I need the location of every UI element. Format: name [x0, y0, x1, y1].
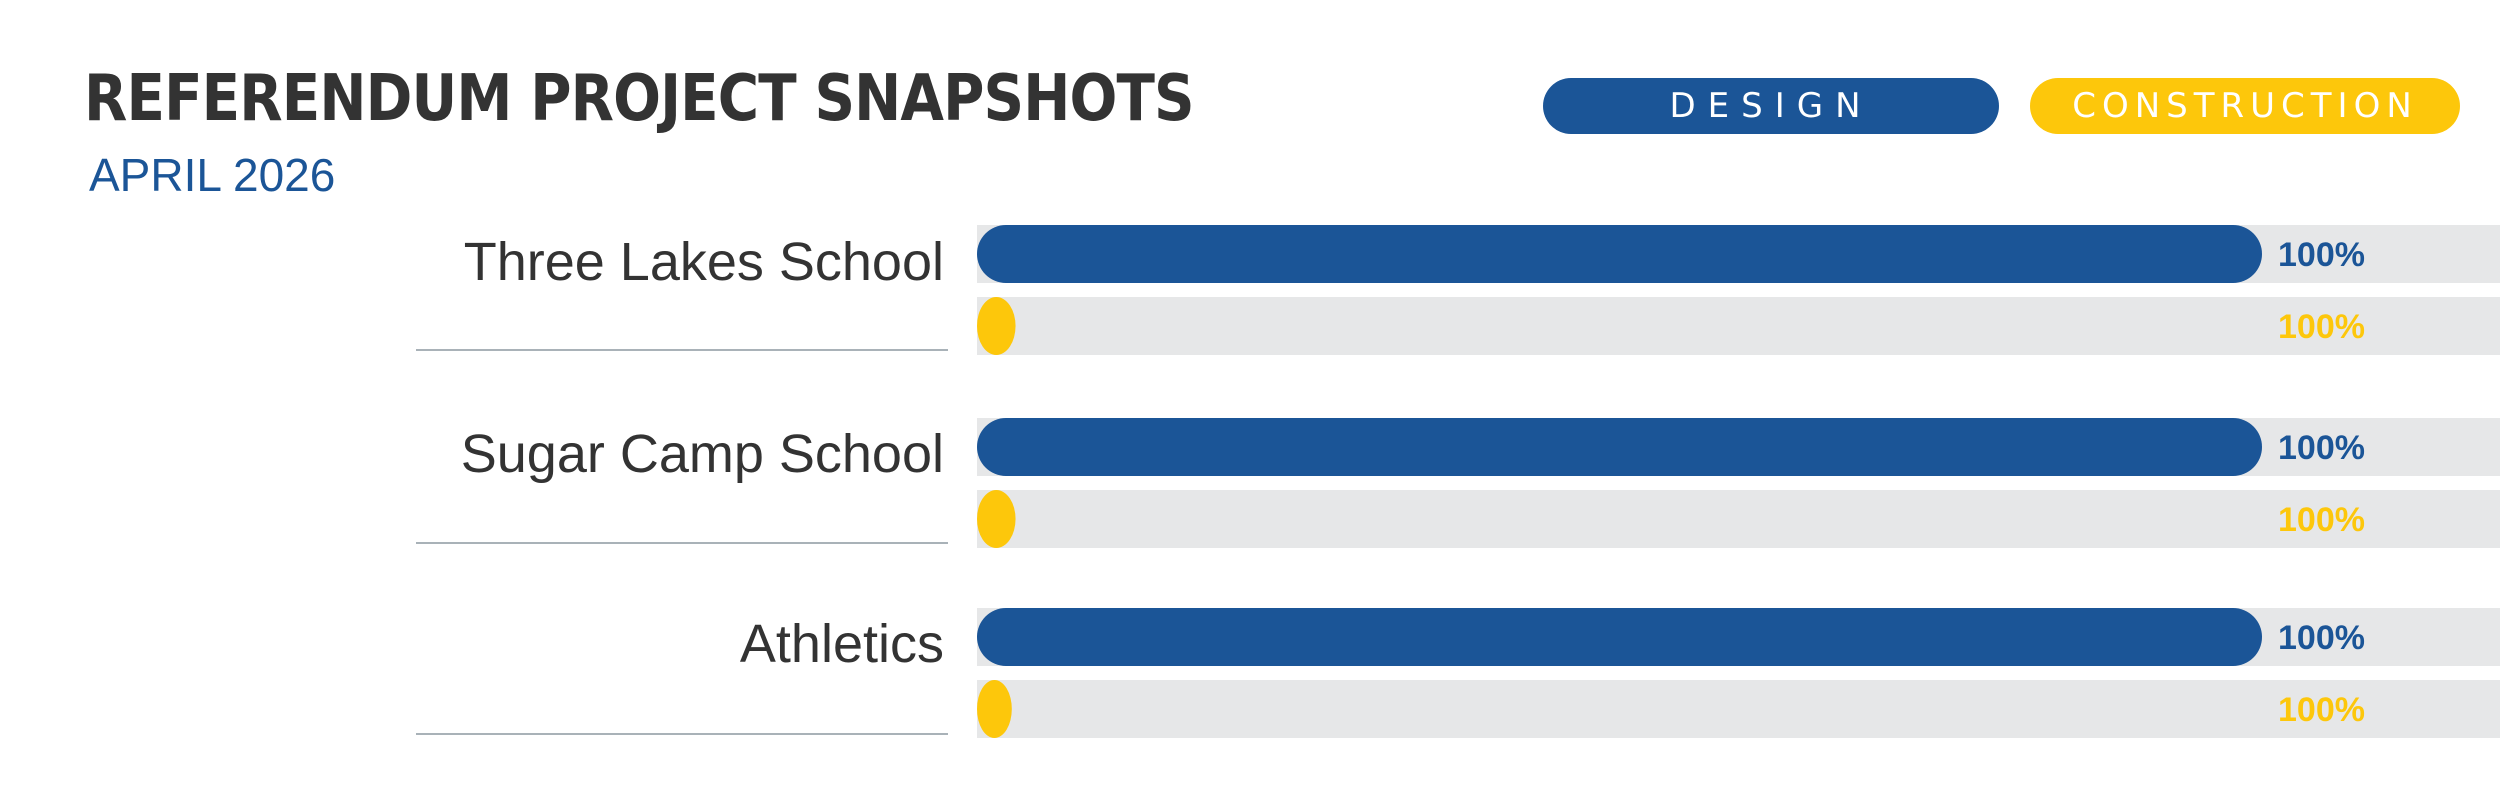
value-label-three-lakes-school-design: 100% [2278, 236, 2365, 274]
page-title: REFERENDUM PROJECT SNAPSHOTS [84, 62, 1195, 136]
bar-three-lakes-school-design [977, 225, 2262, 283]
bar-sugar-camp-school-construction [977, 490, 1016, 548]
value-label-three-lakes-school-construction: 100% [2278, 308, 2365, 346]
legend-design-pill: DESIGN [1543, 78, 1999, 134]
legend-design-label: DESIGN [1669, 86, 1873, 126]
value-label-athletics-construction: 100% [2278, 691, 2365, 729]
bar-sugar-camp-school-design [977, 418, 2262, 476]
value-label-athletics-design: 100% [2278, 619, 2365, 657]
bar-athletics-construction [977, 680, 1012, 738]
divider-athletics [416, 733, 948, 735]
bar-athletics-design [977, 608, 2262, 666]
divider-sugar-camp-school [416, 542, 948, 544]
bar-three-lakes-school-construction [977, 297, 1016, 355]
value-label-sugar-camp-school-construction: 100% [2278, 501, 2365, 539]
track-athletics-construction [977, 680, 2500, 738]
page-subtitle: APRIL 2026 [89, 149, 336, 201]
track-three-lakes-school-construction [977, 297, 2500, 355]
value-label-sugar-camp-school-design: 100% [2278, 429, 2365, 467]
project-label-sugar-camp-school: Sugar Camp School [460, 424, 944, 484]
project-label-three-lakes-school: Three Lakes School [463, 232, 944, 292]
project-label-athletics: Athletics [739, 614, 944, 674]
track-sugar-camp-school-construction [977, 490, 2500, 548]
divider-three-lakes-school [416, 349, 948, 351]
legend-construction-label: CONSTRUCTION [2072, 86, 2418, 126]
legend-construction-pill: CONSTRUCTION [2030, 78, 2460, 134]
